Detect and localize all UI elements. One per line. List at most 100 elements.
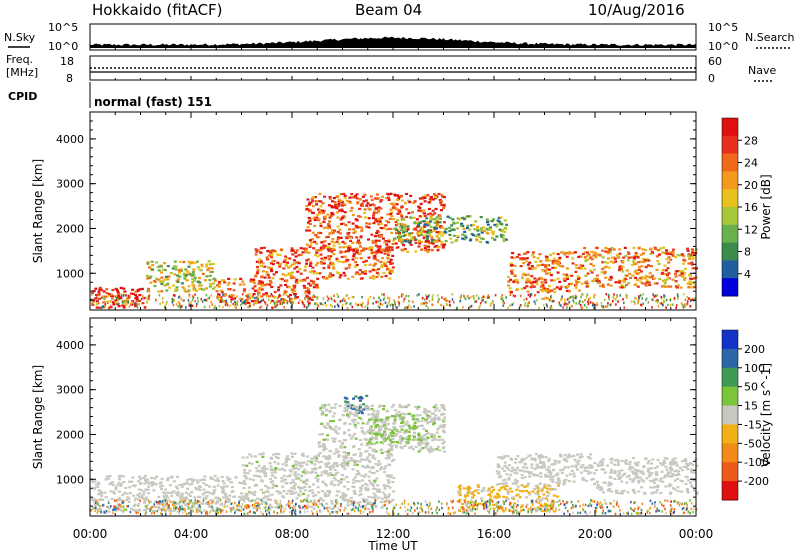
vel-region [595, 456, 699, 495]
ytick-label: 2000 [56, 428, 84, 441]
power-region [254, 246, 395, 280]
colorbar-tick-label: -200 [744, 475, 769, 488]
power-region [216, 277, 320, 305]
colorbar-swatch [722, 386, 738, 407]
colorbar-tick-label: -15 [744, 418, 762, 431]
colorbar-tick-label: 4 [744, 268, 751, 281]
vel-region [90, 474, 244, 513]
power-region [583, 246, 698, 289]
colorbar-tick-label: 100 [744, 362, 765, 375]
colorbar-swatch [722, 189, 738, 208]
power-panel: 4000 3000 2000 1000 Slant Range [km] [31, 111, 698, 311]
noise-trace [90, 36, 696, 48]
station-title: Hokkaido (fitACF) [92, 1, 223, 19]
power-heatmap [90, 192, 698, 310]
ytick-label: 3000 [56, 178, 84, 191]
power-region [393, 215, 509, 245]
cpid-label: CPID [8, 90, 37, 103]
power-region [90, 286, 147, 309]
nsearch-label: N.Search [745, 31, 795, 44]
colorbar-swatch [722, 260, 738, 279]
yaxis-label: Slant Range [km] [31, 365, 45, 469]
colorbar-label: Velocity [m s^-1] [759, 363, 773, 467]
colorbar-tick-label: 200 [744, 343, 765, 356]
power-colorbar: 28 24 20 16 12 8 4 Power [dB] [721, 117, 773, 297]
colorbar-tick-label: 50 [744, 381, 758, 394]
noise-tick-top: 10^5 [48, 21, 78, 34]
xtick-label: 12:00 [376, 527, 411, 541]
colorbar-tick-label: 8 [744, 246, 751, 259]
colorbar-tick-label: 12 [744, 223, 758, 236]
colorbar-swatch [722, 405, 738, 425]
colorbar-swatch [722, 118, 738, 137]
colorbar-swatch [722, 171, 738, 190]
nsky-label: N.Sky [4, 31, 36, 44]
xtick-label: 20:00 [578, 527, 613, 541]
colorbar-swatch [722, 135, 738, 155]
vel-region [317, 403, 447, 455]
freq-label: Freq. [6, 53, 33, 66]
ytick-label: 1000 [56, 473, 84, 486]
power-region [145, 260, 219, 293]
power-region [506, 251, 585, 294]
colorbar-tick-label: -50 [744, 437, 762, 450]
colorbar-swatch [722, 224, 738, 244]
xtick-label: 00:00 [73, 527, 108, 541]
colorbar-tick-label: 16 [744, 201, 758, 214]
freq-unit-label: [MHz] [6, 66, 38, 79]
vel-region [368, 412, 434, 446]
xtick-label: 00:00 [679, 527, 714, 541]
ytick-label: 2000 [56, 222, 84, 235]
xtick-label: 04:00 [174, 527, 209, 541]
ytick-label: 1000 [56, 267, 84, 280]
ytick-label: 4000 [56, 133, 84, 146]
beam-title: Beam 04 [355, 1, 422, 19]
colorbar-swatch [722, 443, 738, 463]
colorbar-frame [721, 329, 739, 501]
xtick-label: 16:00 [477, 527, 512, 541]
colorbar-label: Power [dB] [759, 174, 773, 239]
ytick-label: 4000 [56, 339, 84, 352]
noise-tick-bottom-right: 10^0 [708, 40, 738, 53]
velocity-colorbar: 200 100 50 15 -15 -50 -100 -200 Velocity [m s^-1… [721, 329, 773, 501]
colorbar-swatch [722, 330, 738, 350]
colorbar-tick-label: 24 [744, 157, 758, 170]
colorbar-swatch [722, 207, 738, 226]
colorbar-swatch [722, 424, 738, 444]
ytick-label: 3000 [56, 384, 84, 397]
noise-panel: N.Sky 10^5 10^0 10^5 10^0 N.Search [4, 21, 795, 53]
colorbar-tick-label: 20 [744, 179, 758, 192]
vel-region [241, 452, 396, 511]
velocity-panel: 4000 3000 2000 1000 Slant Range [km] [31, 317, 699, 517]
colorbar-tick-label: 15 [744, 400, 758, 413]
time-axis: 00:00 04:00 08:00 12:00 16:00 20:00 00:00 [73, 46, 714, 541]
xtick-label: 08:00 [275, 527, 310, 541]
yaxis-label: Slant Range [km] [31, 159, 45, 263]
xaxis-label: Time UT [367, 539, 418, 553]
colorbar-swatch [722, 367, 738, 388]
freq-tick-bottom: 8 [66, 72, 73, 85]
power-region [304, 192, 447, 254]
colorbar-swatch [722, 481, 738, 501]
date-title: 10/Aug/2016 [588, 1, 685, 19]
colorbar-tick-label: -100 [744, 456, 769, 469]
noise-tick-top-right: 10^5 [708, 21, 738, 34]
nave-tick-bottom: 0 [708, 72, 715, 85]
colorbar-swatch [722, 462, 738, 482]
nave-label: Nave [748, 64, 776, 77]
freq-tick-top: 18 [60, 55, 74, 68]
colorbar-swatch [722, 153, 738, 172]
vel-region [495, 453, 598, 486]
cpid-mode: normal (fast) 151 [94, 95, 212, 109]
cpid-panel: CPID normal (fast) 151 [8, 82, 212, 109]
vel-near-range-scatter [90, 499, 698, 516]
velocity-heatmap [90, 394, 699, 516]
colorbar-tick-label: 28 [744, 134, 758, 147]
colorbar-swatch [722, 242, 738, 261]
nave-tick-top: 60 [708, 55, 722, 68]
frequency-panel: Freq. [MHz] 18 8 60 0 Nave [6, 53, 776, 85]
colorbar-swatch [722, 348, 738, 369]
noise-tick-bottom: 10^0 [48, 40, 78, 53]
colorbar-swatch [722, 278, 738, 297]
